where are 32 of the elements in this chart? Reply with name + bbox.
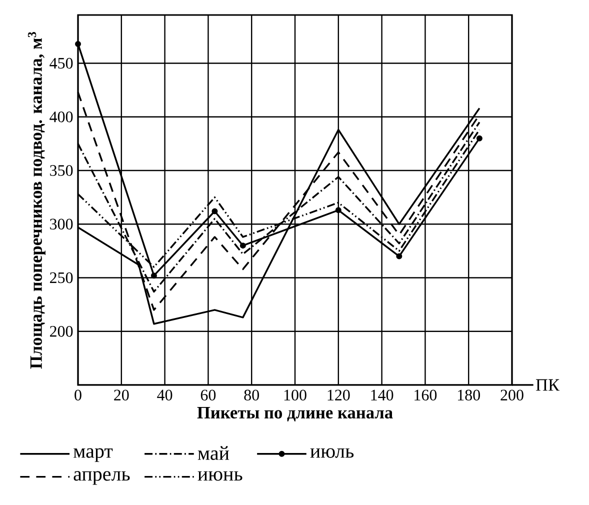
- y-axis-title: Площадь поперечников подвод. канала, м$^{3}$: [28, 32, 46, 369]
- legend-label: март: [74, 448, 113, 462]
- point: [396, 253, 402, 260]
- x-axis-title: Пикеты по длине канала: [197, 406, 393, 422]
- legend-label: июнь: [198, 471, 242, 481]
- x-tick-label: 40: [157, 390, 172, 400]
- point: [335, 207, 342, 214]
- x-tick-label: 60: [200, 390, 216, 400]
- y-tick-label: 350: [50, 165, 73, 176]
- legend-label: май: [198, 446, 230, 460]
- x-tick-label: 20: [114, 390, 129, 400]
- point: [75, 40, 82, 47]
- x-tick-label: 200: [500, 390, 524, 400]
- x-tick-label: 120: [328, 390, 350, 400]
- x-tick-label: 0: [74, 390, 82, 400]
- point: [212, 208, 218, 214]
- x-tick-label: 160: [414, 390, 437, 400]
- y-tick-label: 200: [50, 326, 73, 337]
- y-tick-label: 450: [50, 58, 73, 69]
- point: [476, 135, 482, 142]
- x-tick-label: 180: [458, 390, 480, 400]
- legend-label: апрель: [74, 471, 130, 485]
- x-tick-label: 100: [284, 390, 306, 400]
- x-tick-label: 140: [371, 390, 394, 400]
- y-tick-label: 400: [50, 111, 73, 122]
- point: [240, 242, 246, 249]
- point: [150, 272, 157, 279]
- legend-label: июль: [310, 448, 354, 458]
- y-tick-label: 300: [50, 218, 73, 230]
- x-tick-label: 80: [244, 390, 259, 400]
- text: ПК: [536, 379, 560, 391]
- y-tick-label: 250: [50, 272, 73, 284]
